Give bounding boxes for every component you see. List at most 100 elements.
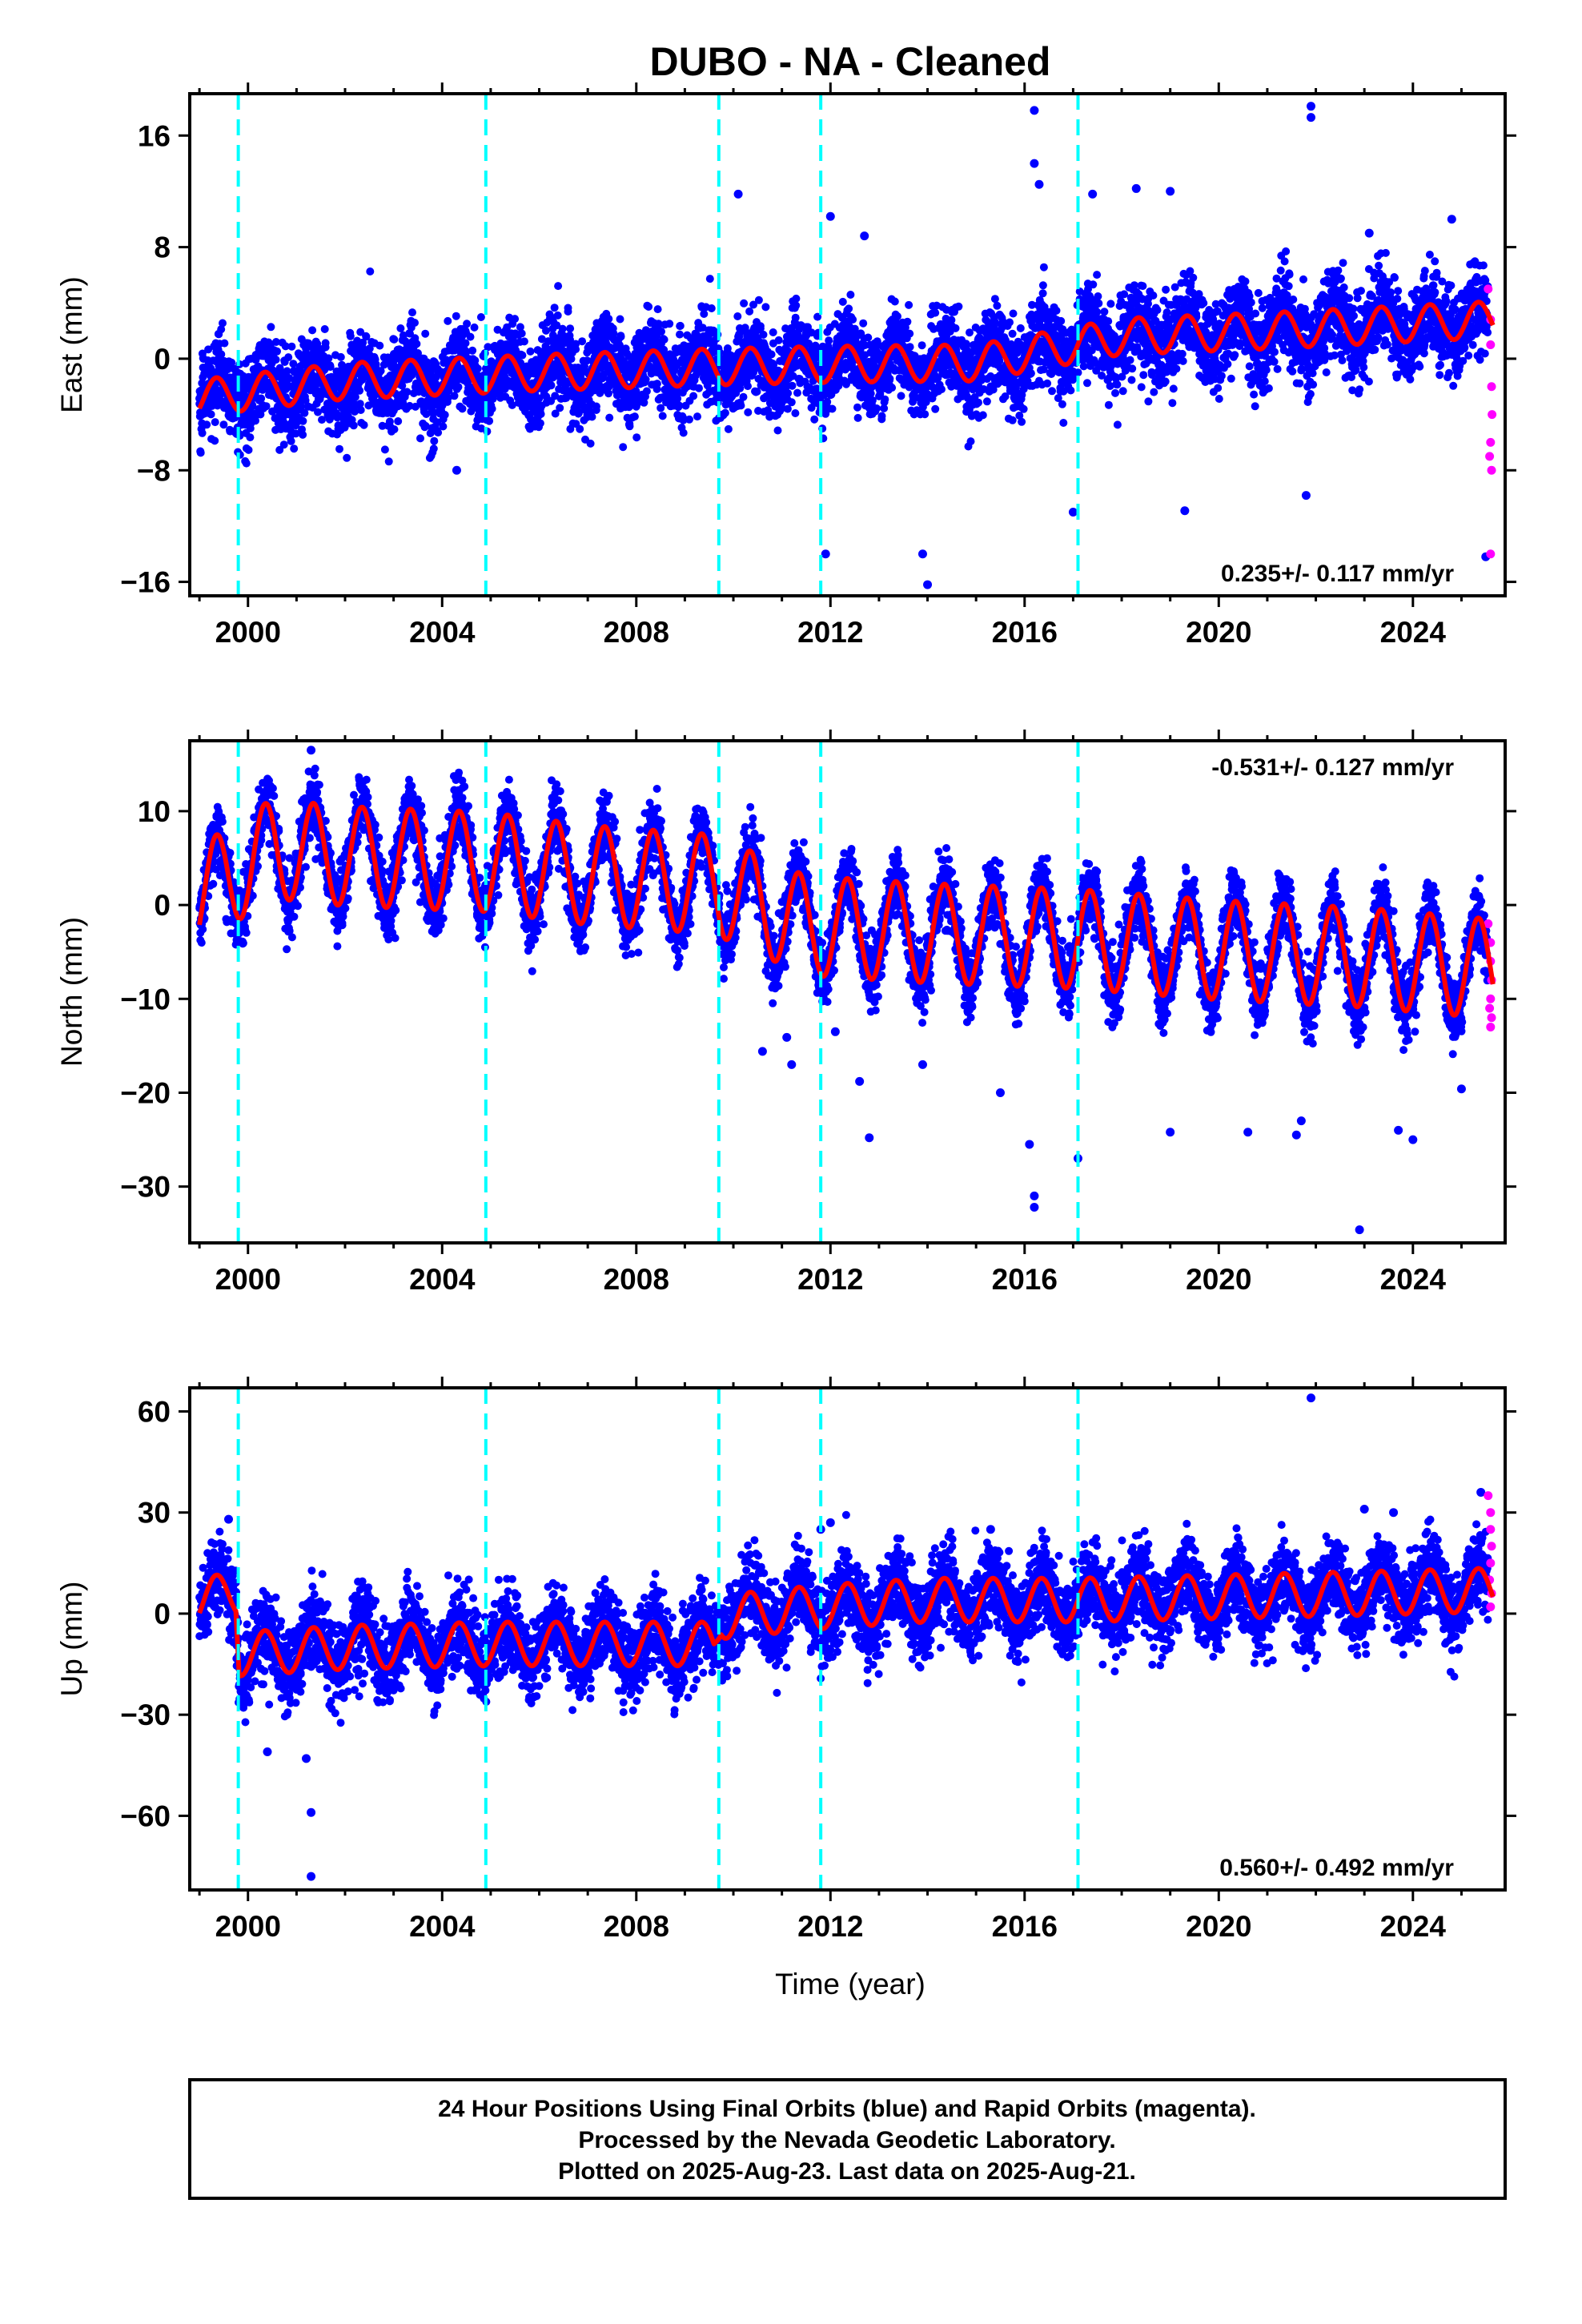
final-orbit-point [673,394,682,403]
final-orbit-point [1113,420,1122,429]
final-orbit-point [572,345,580,354]
final-orbit-point [652,380,661,388]
final-orbit-point [903,317,912,326]
final-orbit-point [931,308,940,317]
final-orbit-point [343,453,351,462]
final-orbit-point [547,381,556,390]
final-orbit-point [450,392,459,400]
final-orbit-point [1149,292,1158,300]
final-orbit-point [411,402,420,411]
final-orbit-point [978,411,987,420]
final-orbit-point [1104,317,1113,326]
final-orbit-point [737,401,745,410]
final-orbit-point [217,350,226,359]
final-orbit-point [356,328,365,336]
final-orbit-point [642,387,651,396]
final-orbit-point [1052,306,1061,315]
final-orbit-point [881,395,889,404]
final-orbit-point [290,444,299,453]
final-orbit-point [204,345,213,354]
final-orbit-point [1026,369,1035,378]
final-orbit-point [1094,292,1102,300]
final-orbit-point [1089,280,1098,289]
final-orbit-point [1038,281,1047,290]
final-orbit-point [299,416,307,425]
final-orbit-point [273,347,281,356]
final-orbit-point [434,428,443,437]
final-orbit-point [921,410,930,419]
final-orbit-point [313,340,322,348]
final-orbit-point [362,332,371,340]
final-orbit-point [653,305,662,314]
final-orbit-point [1074,368,1082,377]
final-orbit-point [864,333,873,342]
final-orbit-point [1128,364,1137,373]
final-orbit-point [893,312,901,320]
final-orbit-point [592,402,600,411]
final-orbit-point [275,445,284,454]
final-orbit-point [220,339,229,348]
final-orbit-point [556,404,564,412]
final-orbit-point [828,404,837,413]
final-orbit-point [1009,309,1018,318]
final-orbit-point [462,348,471,356]
final-orbit-point [414,349,422,357]
final-orbit-point [262,402,271,411]
final-orbit-point [1150,388,1158,396]
final-orbit-point [461,339,470,348]
final-orbit-point [550,304,559,312]
final-orbit-point [284,353,293,362]
final-orbit-point [787,398,796,407]
final-orbit-point [938,385,946,394]
final-orbit-point [1113,380,1122,389]
final-orbit-point [314,408,322,416]
final-orbit-point [378,421,387,430]
final-orbit-point [588,412,596,421]
final-orbit-point [877,415,886,424]
final-orbit-point [793,388,801,397]
final-orbit-point [211,436,219,445]
final-orbit-point [1139,371,1148,380]
final-orbit-point [308,326,317,335]
final-orbit-point [365,344,374,353]
final-orbit-point [845,304,853,313]
final-orbit-point [346,332,355,340]
final-orbit-point [679,428,688,437]
final-orbit-point [700,310,709,318]
final-orbit-point [287,436,295,445]
final-orbit-point [473,364,482,373]
final-orbit-point [423,358,432,367]
final-orbit-point [689,392,698,400]
final-orbit-point [1111,388,1119,397]
final-orbit-point [616,332,625,340]
final-orbit-point [566,324,575,333]
final-orbit-point [439,422,448,431]
final-orbit-point [1137,383,1146,392]
final-orbit-point [632,433,641,442]
final-orbit-point [1059,419,1068,427]
final-orbit-point [520,337,528,346]
final-orbit-point [1019,404,1028,413]
final-orbit-point [355,386,364,395]
final-orbit-point [396,324,405,332]
final-orbit-point [430,436,439,445]
final-orbit-point [676,330,684,339]
final-orbit-point [468,346,477,355]
final-orbit-point [1168,399,1177,408]
final-orbit-point [336,352,345,361]
final-orbit-point [359,338,367,347]
final-orbit-point [1138,282,1147,291]
final-orbit-point [289,360,298,368]
final-orbit-point [754,296,763,304]
final-orbit-point [1127,376,1136,384]
final-orbit-point [463,320,472,328]
final-orbit-point [885,374,894,383]
final-orbit-point [326,363,335,372]
final-orbit-point [788,381,797,390]
final-orbit-point [619,443,628,452]
final-orbit-point [846,291,855,299]
final-orbit-point [1083,379,1091,388]
final-orbit-point [739,392,748,401]
final-orbit-point [1043,379,1052,388]
